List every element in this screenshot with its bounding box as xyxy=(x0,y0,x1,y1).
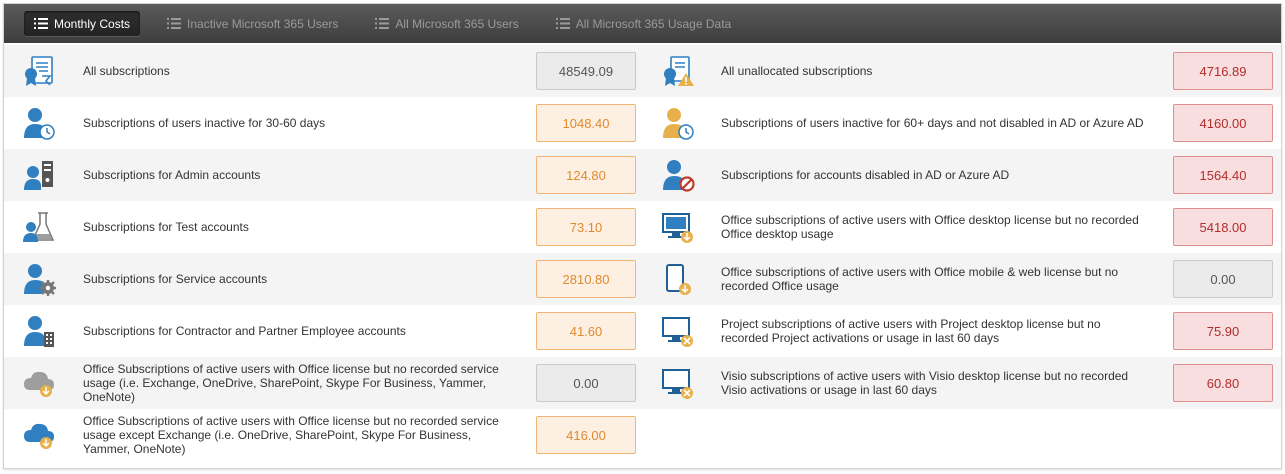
list-item: Office subscriptions of active users wit… xyxy=(641,253,1281,305)
cost-value-field[interactable]: 1564.40 xyxy=(1173,156,1273,194)
row-label: Office Subscriptions of active users wit… xyxy=(83,362,499,404)
row-label: Subscriptions for Contractor and Partner… xyxy=(83,324,406,338)
user-service-gear-icon xyxy=(24,264,56,296)
cost-grid: All subscriptions 48549.09 Subscriptions… xyxy=(4,45,1281,467)
tab-monthly-costs[interactable]: Monthly Costs xyxy=(24,11,141,36)
row-label: Office subscriptions of active users wit… xyxy=(721,265,1119,293)
tab-inactive-users[interactable]: Inactive Microsoft 365 Users xyxy=(157,11,348,36)
user-disabled-icon xyxy=(663,160,695,192)
list-item: Subscriptions of users inactive for 60+ … xyxy=(641,97,1281,149)
unallocated-warning-icon xyxy=(664,56,694,86)
desktop-download-icon xyxy=(662,213,693,243)
tab-label: Monthly Costs xyxy=(54,16,131,31)
left-column: All subscriptions 48549.09 Subscriptions… xyxy=(4,45,641,461)
tab-all-users[interactable]: All Microsoft 365 Users xyxy=(365,11,528,36)
list-item: All subscriptions 48549.09 xyxy=(4,45,641,97)
cost-value-field[interactable]: 2810.80 xyxy=(536,260,636,298)
row-label: Subscriptions of users inactive for 60+ … xyxy=(721,116,1144,130)
cloud-gray-download-icon xyxy=(24,371,54,397)
cost-value-field[interactable]: 4716.89 xyxy=(1173,52,1273,90)
cost-value-field[interactable]: 1048.40 xyxy=(536,104,636,142)
row-label: Office subscriptions of active users wit… xyxy=(721,213,1139,241)
subscriptions-certificate-icon xyxy=(25,56,53,86)
cost-value-field[interactable]: 124.80 xyxy=(536,156,636,194)
desktop-cancel-icon xyxy=(662,369,693,399)
user-admin-server-icon xyxy=(24,161,53,190)
tab-all-usage-data[interactable]: All Microsoft 365 Usage Data xyxy=(546,11,741,36)
right-column: All unallocated subscriptions 4716.89 Su… xyxy=(641,45,1281,409)
list-item: Subscriptions for Test accounts 73.10 xyxy=(4,201,641,253)
row-label: Subscriptions for Service accounts xyxy=(83,272,268,286)
tab-label: All Microsoft 365 Usage Data xyxy=(575,16,732,31)
user-contractor-building-icon xyxy=(24,316,54,347)
cost-value-field[interactable]: 4160.00 xyxy=(1173,104,1273,142)
list-icon xyxy=(34,18,48,29)
list-item: Subscriptions of users inactive for 30-6… xyxy=(4,97,641,149)
cost-value-field[interactable]: 60.80 xyxy=(1173,364,1273,402)
user-test-flask-icon xyxy=(23,212,55,242)
tab-label: All Microsoft 365 Users xyxy=(395,16,519,31)
row-label: Visio subscriptions of active users with… xyxy=(721,369,1129,397)
list-item: All unallocated subscriptions 4716.89 xyxy=(641,45,1281,97)
row-label: Subscriptions for accounts disabled in A… xyxy=(721,168,1010,182)
list-icon xyxy=(167,18,182,29)
monthly-costs-panel: Monthly Costs Inactive Microsoft 365 Use… xyxy=(3,3,1282,469)
cost-value-field[interactable]: 0.00 xyxy=(536,364,636,402)
list-icon xyxy=(555,18,570,29)
list-item: Office Subscriptions of active users wit… xyxy=(4,409,641,461)
desktop-cancel-icon xyxy=(662,317,693,347)
user-yellow-clock-icon xyxy=(663,108,694,140)
row-label: Subscriptions for Test accounts xyxy=(83,220,249,234)
row-label: Office Subscriptions of active users wit… xyxy=(83,414,499,456)
cost-value-field[interactable]: 73.10 xyxy=(536,208,636,246)
list-item: Subscriptions for Contractor and Partner… xyxy=(4,305,641,357)
cost-value-field[interactable]: 41.60 xyxy=(536,312,636,350)
mobile-download-icon xyxy=(666,264,691,295)
cost-value-field[interactable]: 5418.00 xyxy=(1173,208,1273,246)
list-item: Office subscriptions of active users wit… xyxy=(641,201,1281,253)
cloud-blue-download-icon xyxy=(24,423,54,449)
list-icon xyxy=(375,18,390,29)
row-label: Subscriptions of users inactive for 30-6… xyxy=(83,116,326,130)
list-item: Subscriptions for accounts disabled in A… xyxy=(641,149,1281,201)
cost-value-field[interactable]: 0.00 xyxy=(1173,260,1273,298)
tab-bar: Monthly Costs Inactive Microsoft 365 Use… xyxy=(4,4,1281,43)
list-item: Office Subscriptions of active users wit… xyxy=(4,357,641,409)
row-label: All subscriptions xyxy=(83,64,170,78)
user-clock-icon xyxy=(24,108,55,140)
cost-value-field[interactable]: 48549.09 xyxy=(536,52,636,90)
cost-value-field[interactable]: 75.90 xyxy=(1173,312,1273,350)
list-item: Subscriptions for Admin accounts 124.80 xyxy=(4,149,641,201)
list-item: Subscriptions for Service accounts 2810.… xyxy=(4,253,641,305)
tab-label: Inactive Microsoft 365 Users xyxy=(187,16,339,31)
list-item: Project subscriptions of active users wi… xyxy=(641,305,1281,357)
row-label: Subscriptions for Admin accounts xyxy=(83,168,261,182)
row-label: All unallocated subscriptions xyxy=(721,64,873,78)
cost-value-field[interactable]: 416.00 xyxy=(536,416,636,454)
row-label: Project subscriptions of active users wi… xyxy=(721,317,1101,345)
list-item: Visio subscriptions of active users with… xyxy=(641,357,1281,409)
